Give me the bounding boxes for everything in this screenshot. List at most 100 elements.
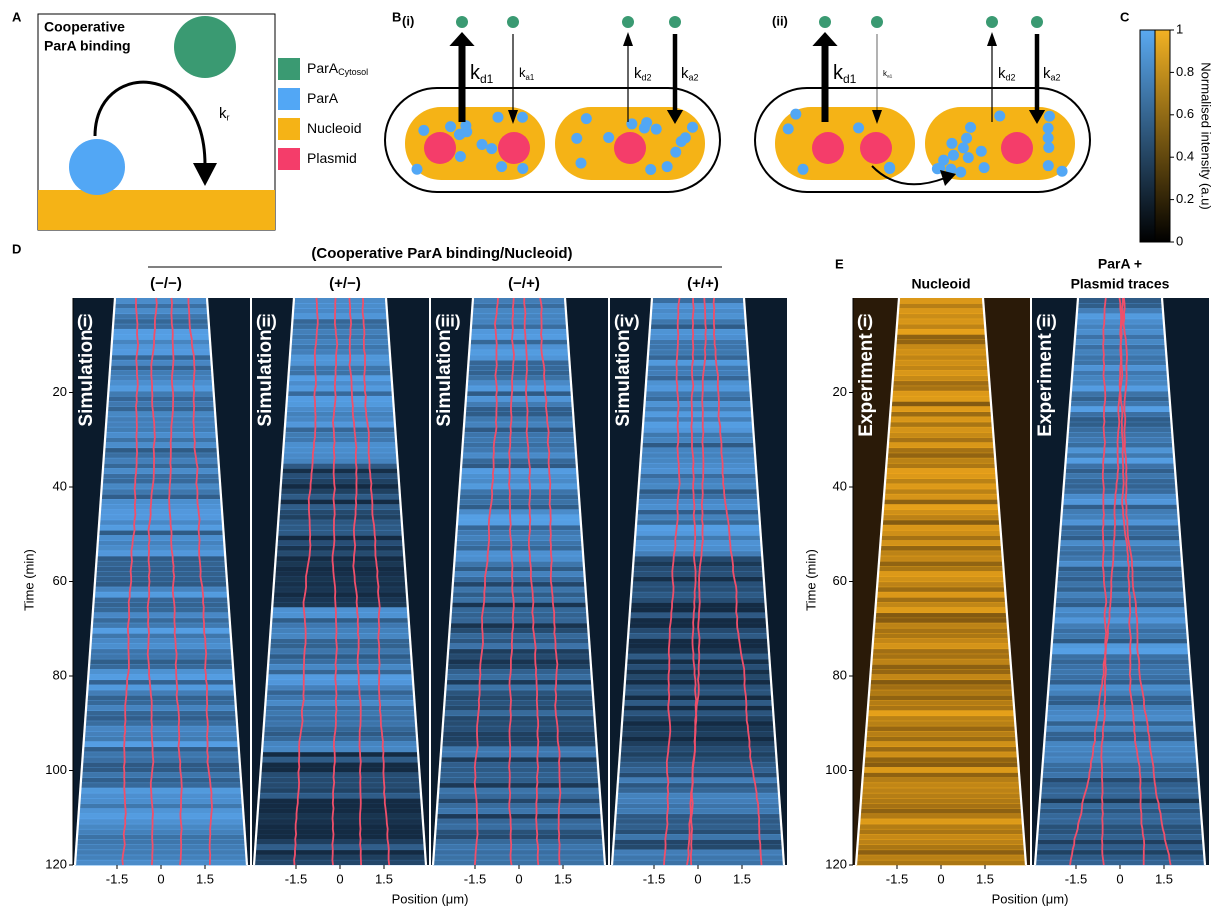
rate-label: kd2 [634, 65, 652, 83]
kymo-row [1063, 494, 1177, 500]
kymo-row [292, 319, 387, 325]
kymo-row [471, 319, 566, 325]
kymo-row [622, 726, 775, 732]
kymo-row [76, 855, 247, 861]
kymo-row [892, 386, 990, 392]
kymo-row [614, 829, 781, 835]
para-dot [965, 122, 976, 133]
kymo-row [1059, 551, 1182, 557]
kymo-row [82, 762, 240, 768]
kymo-row [895, 355, 988, 361]
label: 120 [45, 856, 67, 871]
kymo-row [1053, 623, 1187, 629]
para-dot [976, 146, 987, 157]
kymo-row [1048, 690, 1192, 696]
kymo-row [106, 427, 217, 433]
kymo-row [1059, 540, 1180, 546]
kymo-row [1037, 839, 1203, 845]
kymo-row [89, 659, 232, 665]
kymo-row [880, 540, 1001, 546]
para-dot [641, 117, 652, 128]
cytosol-dot [507, 16, 519, 28]
rate-subscript: a2 [689, 73, 699, 83]
kymo-row [872, 654, 1010, 660]
kymo-row [86, 700, 235, 706]
label: 40 [833, 478, 847, 493]
label: Experiment [1035, 333, 1056, 437]
para-dot [645, 164, 656, 175]
kymo-row [1044, 746, 1196, 752]
kymo-row [451, 602, 586, 608]
kymo-row [435, 839, 604, 845]
label: Simulation [255, 329, 276, 426]
kymo-row [882, 520, 1000, 526]
label: -1.5 [106, 871, 128, 886]
kymo-row [472, 308, 566, 314]
label: (ii) [1036, 311, 1057, 330]
label: 0.6 [1176, 106, 1194, 121]
kymo-row [1045, 736, 1196, 742]
legend-label: ParA [307, 90, 339, 106]
kymo-row [279, 509, 401, 515]
kymo-row [92, 628, 231, 634]
kymo-row [110, 365, 212, 371]
kymo-row [869, 695, 1014, 701]
plasmid [860, 132, 892, 164]
kymo-row [287, 391, 392, 397]
kymo-row [887, 447, 994, 453]
kymo-row [615, 813, 780, 819]
kymo-row [640, 463, 756, 469]
kymo-row [628, 638, 768, 644]
para-dot [1057, 166, 1068, 177]
kymo-row [110, 370, 213, 376]
kymo-row [289, 370, 392, 376]
kymo-row [96, 561, 225, 567]
kymo-row [438, 793, 600, 799]
label: Experiment [856, 333, 877, 437]
kymo-row [890, 417, 992, 423]
kymo-row [1062, 509, 1178, 515]
kymo-row [78, 813, 243, 819]
kymo-row [82, 767, 241, 773]
kymo-row [96, 566, 226, 572]
kymo-row [292, 324, 388, 330]
kymo-row [76, 850, 246, 856]
kymo-row [1057, 566, 1182, 572]
label: 0.4 [1176, 149, 1194, 164]
kymo-row [255, 844, 424, 850]
kymo-row [113, 319, 208, 325]
kymo-row [93, 607, 229, 613]
kymo-row [100, 514, 223, 520]
kymo-row [621, 741, 776, 747]
kymo-row [102, 473, 219, 479]
kymo-row [1044, 741, 1196, 747]
kymo-row [106, 422, 216, 428]
kymo-row [636, 520, 760, 526]
kymo-row [271, 618, 408, 624]
kymo-row [615, 819, 781, 825]
rate-label: ka2 [681, 65, 699, 83]
kymo-row [1066, 458, 1175, 464]
kymo-row [97, 551, 225, 557]
kymo-row [445, 695, 593, 701]
kymo-row [643, 422, 753, 428]
kymo-row [621, 736, 775, 742]
kymo-row [859, 824, 1023, 830]
kymo-row [1056, 582, 1183, 588]
kymo-row [455, 551, 583, 557]
kymo-row [259, 793, 421, 799]
kymo-row [873, 638, 1009, 644]
cytosol-dot [456, 16, 468, 28]
arrow-head [449, 32, 474, 46]
cytosol-dot [622, 16, 634, 28]
kymo-row [87, 690, 235, 696]
kymo-row [1058, 556, 1181, 562]
kymo-row [467, 380, 571, 386]
kymo-row [631, 587, 764, 593]
kymo-row [76, 844, 245, 850]
kymo-row [472, 303, 565, 309]
kymo-row [271, 623, 409, 629]
kymo-row [614, 834, 782, 840]
para-dot [662, 161, 673, 172]
kymo-row [263, 741, 418, 747]
